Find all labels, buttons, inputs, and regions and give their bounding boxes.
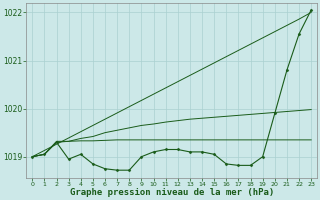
- X-axis label: Graphe pression niveau de la mer (hPa): Graphe pression niveau de la mer (hPa): [69, 188, 274, 197]
